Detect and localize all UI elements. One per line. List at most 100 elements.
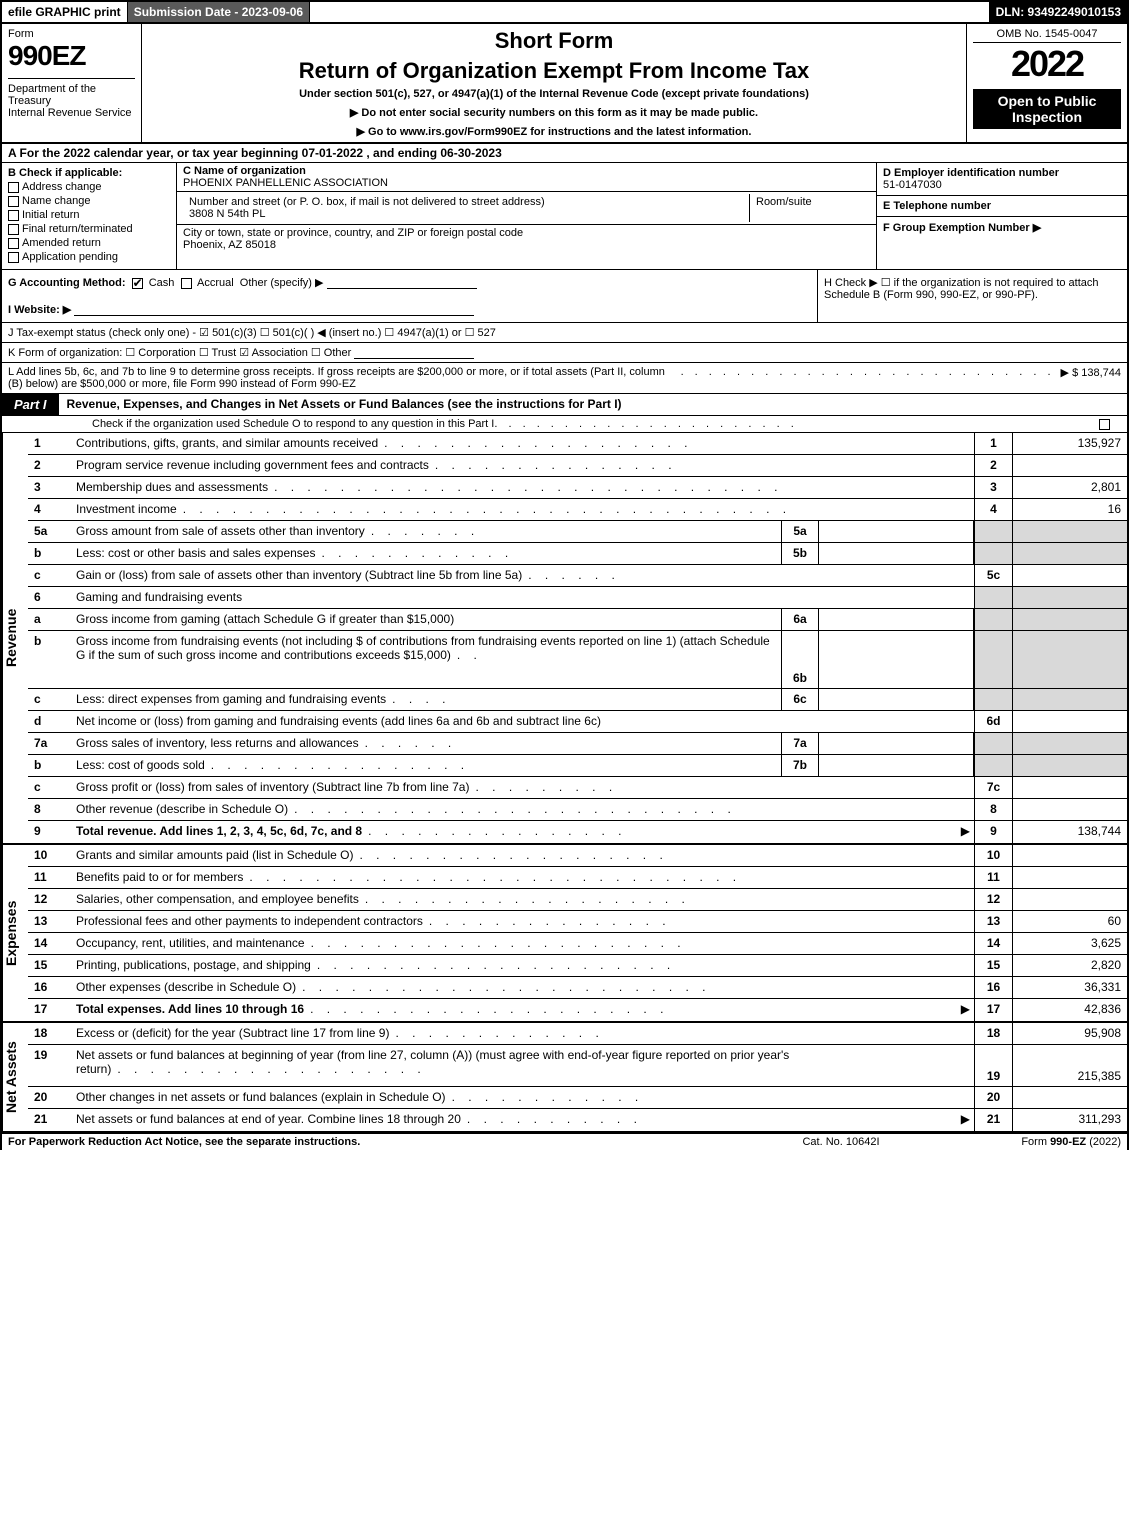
line-6b-outer-num [974, 631, 1012, 688]
line-7a-inner-val [819, 733, 974, 754]
line-6c-desc: Less: direct expenses from gaming and fu… [76, 692, 386, 706]
line-7c: c Gross profit or (loss) from sales of i… [28, 777, 1127, 799]
section-k: K Form of organization: ☐ Corporation ☐ … [0, 343, 1129, 363]
line-21-num: 21 [28, 1109, 72, 1131]
cb-accrual[interactable] [181, 278, 192, 289]
line-7c-desc: Gross profit or (loss) from sales of inv… [76, 780, 469, 794]
section-e: E Telephone number [877, 196, 1127, 217]
line-6-desc: Gaming and fundraising events [76, 590, 242, 604]
line-7c-value [1012, 777, 1127, 798]
line-4: 4 Investment income. . . . . . . . . . .… [28, 499, 1127, 521]
note-goto-text[interactable]: ▶ Go to www.irs.gov/Form990EZ for instru… [357, 126, 752, 138]
line-8-outer-num: 8 [974, 799, 1012, 820]
line-6-outer-num [974, 587, 1012, 608]
line-13-num: 13 [28, 911, 72, 932]
line-14-num: 14 [28, 933, 72, 954]
line-10: 10 Grants and similar amounts paid (list… [28, 845, 1127, 867]
line-8-desc: Other revenue (describe in Schedule O) [76, 802, 288, 816]
header-right: OMB No. 1545-0047 2022 Open to Public In… [967, 24, 1127, 142]
line-3-num: 3 [28, 477, 72, 498]
line-8: 8 Other revenue (describe in Schedule O)… [28, 799, 1127, 821]
footer-catno: Cat. No. 10642I [741, 1136, 941, 1148]
form-header: Form 990EZ Department of the Treasury In… [0, 24, 1129, 144]
top-bar: efile GRAPHIC print Submission Date - 20… [0, 0, 1129, 24]
cb-initial-return[interactable]: Initial return [8, 209, 170, 221]
line-18-num: 18 [28, 1023, 72, 1044]
cb-amended-return-label: Amended return [22, 237, 101, 249]
line-1-desc: Contributions, gifts, grants, and simila… [76, 436, 378, 450]
cb-schedule-o[interactable] [1099, 419, 1110, 430]
line-18-value: 95,908 [1012, 1023, 1127, 1044]
line-3-outer-num: 3 [974, 477, 1012, 498]
k-other-input[interactable] [354, 347, 474, 359]
line-4-desc: Investment income [76, 502, 177, 516]
line-13-desc: Professional fees and other payments to … [76, 914, 423, 928]
line-7b-num: b [28, 755, 72, 776]
street-value: 3808 N 54th PL [189, 208, 743, 220]
line-9-desc: Total revenue. Add lines 1, 2, 3, 4, 5c,… [76, 824, 362, 838]
ein-label: D Employer identification number [883, 167, 1121, 179]
line-7b-inner-num: 7b [781, 755, 819, 776]
line-6c-inner-num: 6c [781, 689, 819, 710]
line-9-value: 138,744 [1012, 821, 1127, 843]
other-specify-input[interactable] [327, 277, 477, 289]
org-name-row: C Name of organization PHOENIX PANHELLEN… [177, 163, 876, 192]
cb-name-change-label: Name change [22, 195, 91, 207]
line-2-desc: Program service revenue including govern… [76, 458, 429, 472]
line-7a-outer-num [974, 733, 1012, 754]
line-11-value [1012, 867, 1127, 888]
line-7b: b Less: cost of goods sold. . . . . . . … [28, 755, 1127, 777]
cb-cash[interactable] [132, 278, 143, 289]
line-18-desc: Excess or (deficit) for the year (Subtra… [76, 1026, 389, 1040]
line-16: 16 Other expenses (describe in Schedule … [28, 977, 1127, 999]
section-j: J Tax-exempt status (check only one) - ☑… [0, 323, 1129, 343]
phone-label: E Telephone number [883, 200, 1121, 212]
section-f: F Group Exemption Number ▶ [877, 217, 1127, 238]
cb-name-change[interactable]: Name change [8, 195, 170, 207]
topbar-spacer [310, 2, 989, 22]
line-6c-outer-num [974, 689, 1012, 710]
line-13: 13 Professional fees and other payments … [28, 911, 1127, 933]
line-9: 9 Total revenue. Add lines 1, 2, 3, 4, 5… [28, 821, 1127, 843]
cb-final-return[interactable]: Final return/terminated [8, 223, 170, 235]
line-1: 1 Contributions, gifts, grants, and simi… [28, 433, 1127, 455]
footer-form-ref: Form 990-EZ (2022) [941, 1136, 1121, 1148]
line-7b-desc: Less: cost of goods sold [76, 758, 205, 772]
cb-cash-label: Cash [149, 277, 175, 289]
line-7c-num: c [28, 777, 72, 798]
line-5a-outer-val [1012, 521, 1127, 542]
cb-accrual-label: Accrual [197, 277, 234, 289]
line-21-outer-num: 21 [974, 1109, 1012, 1131]
line-19-value: 215,385 [1012, 1045, 1127, 1086]
cb-application-pending[interactable]: Application pending [8, 251, 170, 263]
line-6-outer-val [1012, 587, 1127, 608]
line-19-num: 19 [28, 1045, 72, 1086]
section-l-value: ▶ $ 138,744 [1061, 366, 1121, 390]
line-14-outer-num: 14 [974, 933, 1012, 954]
line-15-desc: Printing, publications, postage, and shi… [76, 958, 311, 972]
line-5b: b Less: cost or other basis and sales ex… [28, 543, 1127, 565]
line-1-num: 1 [28, 433, 72, 454]
note-goto: ▶ Go to www.irs.gov/Form990EZ for instru… [150, 125, 958, 138]
line-4-num: 4 [28, 499, 72, 520]
city-value: Phoenix, AZ 85018 [183, 239, 870, 251]
ein-value: 51-0147030 [883, 179, 1121, 191]
line-6d-desc: Net income or (loss) from gaming and fun… [76, 714, 601, 728]
line-6b-num: b [28, 631, 72, 688]
line-16-desc: Other expenses (describe in Schedule O) [76, 980, 296, 994]
line-5a-num: 5a [28, 521, 72, 542]
line-4-value: 16 [1012, 499, 1127, 520]
line-5a: 5a Gross amount from sale of assets othe… [28, 521, 1127, 543]
line-3: 3 Membership dues and assessments. . . .… [28, 477, 1127, 499]
line-2-value [1012, 455, 1127, 476]
line-10-desc: Grants and similar amounts paid (list in… [76, 848, 353, 862]
cb-amended-return[interactable]: Amended return [8, 237, 170, 249]
line-12-num: 12 [28, 889, 72, 910]
line-6: 6 Gaming and fundraising events [28, 587, 1127, 609]
website-input[interactable] [74, 304, 474, 316]
line-6d-num: d [28, 711, 72, 732]
line-6a-outer-val [1012, 609, 1127, 630]
cb-address-change[interactable]: Address change [8, 181, 170, 193]
line-6d-value [1012, 711, 1127, 732]
line-5a-outer-num [974, 521, 1012, 542]
